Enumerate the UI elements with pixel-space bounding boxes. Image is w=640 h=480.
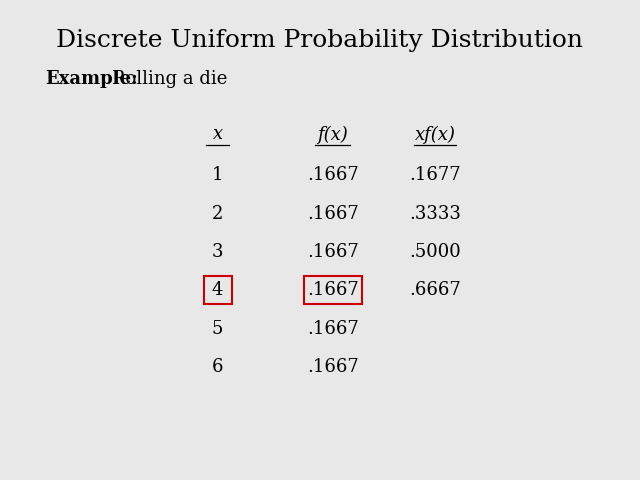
Text: Discrete Uniform Probability Distribution: Discrete Uniform Probability Distributio… [56,29,584,52]
Text: .6667: .6667 [410,281,461,300]
Text: .1667: .1667 [307,358,358,376]
Text: Example:: Example: [45,70,138,88]
Text: .5000: .5000 [410,243,461,261]
Text: x: x [212,125,223,144]
Text: f(x): f(x) [317,125,348,144]
Text: .1677: .1677 [410,166,461,184]
Text: Rolling a die: Rolling a die [112,70,227,88]
Text: .1667: .1667 [307,320,358,338]
Text: .1667: .1667 [307,204,358,223]
Text: .1667: .1667 [307,166,358,184]
Text: 2: 2 [212,204,223,223]
Text: 1: 1 [212,166,223,184]
Text: 5: 5 [212,320,223,338]
Text: 3: 3 [212,243,223,261]
Text: .1667: .1667 [307,243,358,261]
Text: 6: 6 [212,358,223,376]
Text: 4: 4 [212,281,223,300]
Text: xf(x): xf(x) [415,125,456,144]
Text: .1667: .1667 [307,281,358,300]
Text: .3333: .3333 [409,204,461,223]
